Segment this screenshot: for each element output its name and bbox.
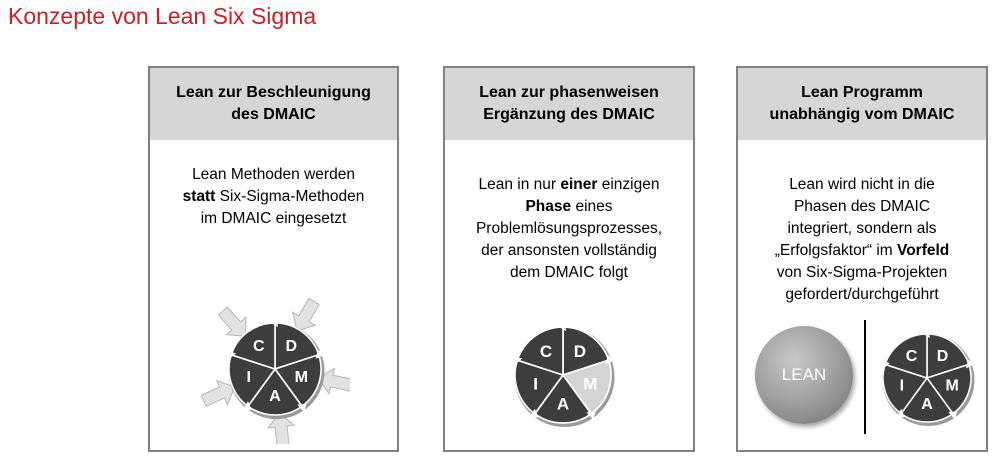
divider-line (864, 320, 866, 434)
cycle-arrow-notch (226, 351, 237, 360)
desc-line: statt Six-Sigma-Methoden (158, 186, 389, 208)
desc-text-bold: Phase (525, 198, 572, 215)
dmaic-letter-c: C (906, 348, 918, 365)
desc-line: gefordert/durchgeführt (746, 284, 978, 306)
dmaic-wheel: DMA IC (226, 317, 325, 419)
dmaic-cycle-m-highlighted: DMAIC (512, 321, 615, 427)
desc-text: von Six-Sigma-Projekten (776, 264, 948, 281)
dmaic-letter-d: D (574, 342, 586, 361)
dmaic-letter-m: M (295, 369, 308, 386)
cycle-arrow-notch (922, 328, 930, 339)
cycle-arrow-notch (297, 403, 307, 413)
desc-text: einzigen (597, 176, 660, 193)
dmaic-letter-a: A (557, 394, 569, 413)
cycle-arrow-notch (315, 349, 325, 359)
desc-line: „Erfolgsfaktor“ im Vorfeld (746, 240, 978, 262)
card-description: Lean Methoden werden statt Six-Sigma-Met… (150, 140, 397, 230)
dmaic-letter-i: I (533, 374, 538, 393)
header-line: Lean zur Beschleunigung (176, 84, 371, 101)
desc-text: Problemlösungsprozesses, (475, 220, 663, 237)
dmaic-wheel: DMAIC (512, 321, 615, 427)
desc-line: Lean wird nicht in die (746, 174, 978, 196)
desc-line: integriert, sondern als (746, 218, 978, 240)
card-lean-independent-program: Lean Programm unabhängig vom DMAIC Lean … (736, 66, 988, 452)
dmaic-letter-i: I (900, 378, 904, 395)
cycle-arrow-notch (880, 360, 890, 369)
cycle-arrow-notch (586, 411, 596, 420)
cycle-arrow-notch (270, 317, 278, 328)
cycle-arrow-notch (965, 359, 976, 369)
card-lean-phase-supplement: Lean zur phasenweisen Ergänzung des DMAI… (443, 66, 695, 452)
dmaic-letter-m: M (583, 374, 597, 393)
desc-text: Phasen des DMAIC (793, 198, 931, 215)
cycle-arrow-notch (605, 355, 615, 365)
card-header: Lean zur Beschleunigung des DMAIC (150, 68, 397, 140)
header-line: des DMAIC (231, 106, 316, 123)
cycle-arrow-notch (242, 401, 252, 410)
lean-label: LEAN (781, 365, 827, 384)
lean-arrows (200, 297, 350, 444)
desc-text: „Erfolgsfaktor“ im (774, 242, 898, 259)
dmaic-cycle-with-lean-arrows: DMA IC (200, 297, 350, 444)
card-description: Lean in nur einer einzigen Phase eines P… (445, 140, 693, 284)
cycle-arrow-notch (896, 408, 905, 418)
desc-text: Lean in nur (478, 176, 561, 193)
desc-text: integriert, sondern als (787, 220, 937, 237)
desc-line: der ansonsten vollständig (453, 240, 685, 262)
dmaic-cycle: DMAIC (880, 328, 976, 426)
dmaic-letter-c: C (253, 338, 265, 355)
dmaic-letter-m: M (945, 378, 958, 395)
desc-text-bold: einer (560, 176, 598, 193)
lean-arrow-icon (267, 412, 296, 444)
lean-circle: LEAN (755, 326, 853, 424)
dmaic-letter-a: A (269, 388, 281, 405)
header-line: Ergänzung des DMAIC (483, 106, 655, 123)
desc-text: im DMAIC eingesetzt (200, 210, 347, 227)
cycle-arrow-notch (948, 411, 958, 420)
dmaic-letter-c: C (540, 342, 552, 361)
header-line: Lean zur phasenweisen (479, 84, 659, 101)
desc-line: Phase eines (453, 196, 685, 218)
dmaic-letter-d: D (285, 338, 297, 355)
desc-text: Six-Sigma-Methoden (215, 188, 365, 205)
desc-line: dem DMAIC folgt (453, 262, 685, 284)
card-header: Lean zur phasenweisen Ergänzung des DMAI… (445, 68, 693, 140)
dmaic-letter-d: D (937, 348, 949, 365)
lean-arrow-icon (217, 306, 247, 337)
desc-text: Lean Methoden werden (192, 166, 355, 183)
desc-line: Problemlösungsprozesses, (453, 218, 685, 240)
desc-text-bold: Vorfeld (897, 242, 950, 259)
desc-text: dem DMAIC folgt (509, 264, 628, 281)
lean-arrow-icon (317, 367, 350, 396)
dmaic-letter-i: I (247, 369, 251, 386)
dmaic-wheel: DMAIC (880, 328, 976, 426)
desc-text: eines (571, 198, 613, 215)
card-description: Lean wird nicht in die Phasen des DMAIC … (738, 140, 986, 306)
desc-text: gefordert/durchgeführt (785, 286, 939, 303)
desc-line: Lean Methoden werden (158, 164, 389, 186)
lean-arrow-icon (200, 379, 236, 407)
cycle-arrow-notch (557, 321, 567, 332)
desc-text: Lean wird nicht in die (789, 176, 935, 193)
dmaic-letter-a: A (921, 396, 933, 413)
page-title: Konzepte von Lean Six Sigma (8, 3, 317, 29)
desc-line: Lean in nur einer einzigen (453, 174, 685, 196)
header-line: unabhängig vom DMAIC (769, 106, 955, 123)
cycle-arrow-notch (512, 356, 523, 365)
desc-line: Phasen des DMAIC (746, 196, 978, 218)
card-header: Lean Programm unabhängig vom DMAIC (738, 68, 986, 140)
desc-text-bold: statt (182, 188, 216, 205)
lean-arrow-icon (291, 297, 320, 332)
desc-line: von Six-Sigma-Projekten (746, 262, 978, 284)
cycle-arrow-notch (529, 408, 539, 418)
desc-line: im DMAIC eingesetzt (158, 208, 389, 230)
card-lean-acceleration: Lean zur Beschleunigung des DMAIC Lean M… (148, 66, 399, 452)
header-line: Lean Programm (801, 84, 923, 101)
desc-text: der ansonsten vollständig (481, 242, 657, 259)
